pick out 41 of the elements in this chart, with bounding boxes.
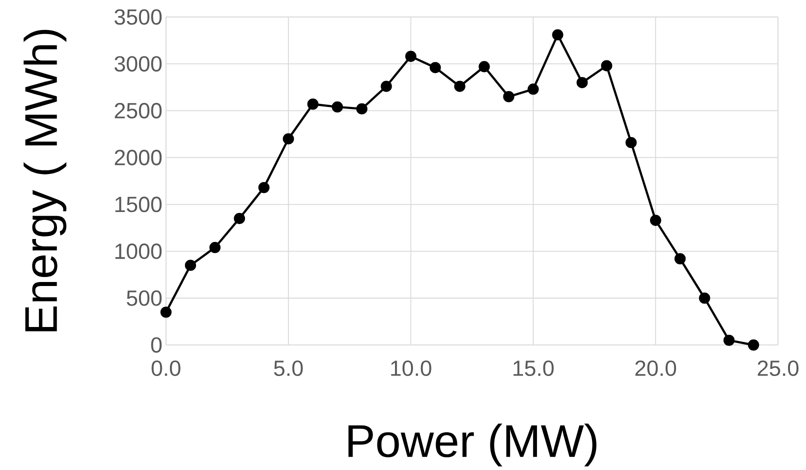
point xyxy=(698,292,710,304)
point xyxy=(626,136,637,148)
point xyxy=(723,334,735,346)
point xyxy=(674,253,686,264)
y-tick-label: 3500 xyxy=(114,9,162,25)
x-tick-label: 15.0 xyxy=(514,360,554,376)
point xyxy=(503,91,514,102)
x-axis-title: Power (MW) xyxy=(348,424,596,466)
y-tick-label: 500 xyxy=(126,290,162,306)
point xyxy=(184,260,196,271)
point xyxy=(282,133,294,144)
y-axis-title: Energy ( MWh) xyxy=(24,30,66,332)
x-tick-label: 10.0 xyxy=(391,360,432,376)
y-tick-label: 1000 xyxy=(115,244,162,260)
y-tick-label: 1500 xyxy=(115,196,162,212)
point xyxy=(552,29,564,40)
point xyxy=(650,214,662,226)
point xyxy=(748,339,760,351)
y-tick-label: 2000 xyxy=(114,150,162,166)
y-tick-label: 2500 xyxy=(114,102,162,118)
y-tick-label: 3000 xyxy=(114,56,162,72)
point xyxy=(356,103,368,114)
point xyxy=(454,80,466,92)
point xyxy=(332,101,343,113)
x-tick-label: 20.0 xyxy=(635,360,676,376)
point xyxy=(528,84,539,95)
point xyxy=(478,61,490,72)
point xyxy=(405,50,416,62)
point xyxy=(380,80,392,92)
point xyxy=(234,212,246,224)
x-tick-label: 5.0 xyxy=(274,360,303,376)
point xyxy=(160,306,172,318)
x-tick-label: 0.0 xyxy=(152,360,180,376)
x-tick-label: 25.0 xyxy=(758,360,798,376)
y-tick-label: 0 xyxy=(151,337,162,353)
point xyxy=(209,242,221,254)
point xyxy=(576,76,588,88)
point xyxy=(258,182,270,194)
point xyxy=(430,62,441,74)
point xyxy=(601,60,612,72)
point xyxy=(307,98,318,110)
